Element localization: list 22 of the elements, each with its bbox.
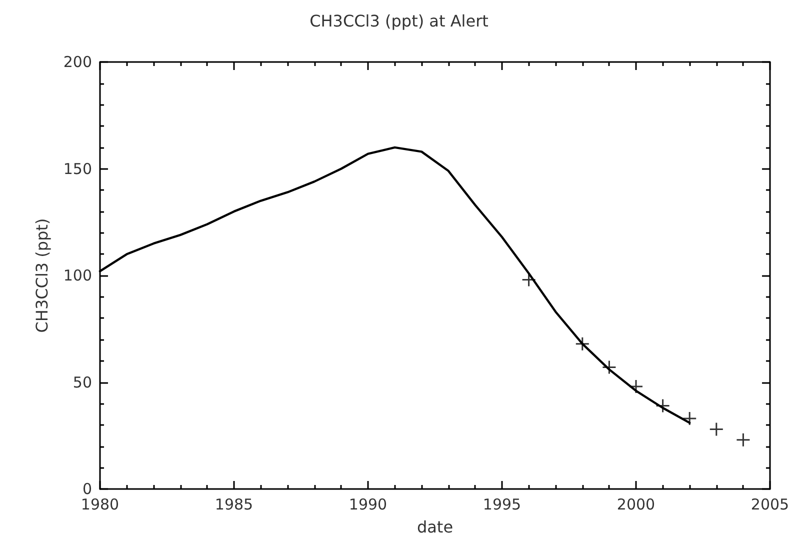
point [682, 411, 697, 426]
point [522, 272, 536, 288]
x-tick-label: 1985 [214, 496, 254, 514]
y-tick-label: 100 [63, 266, 92, 284]
point [602, 360, 616, 375]
point [628, 379, 644, 394]
x-tick-label: 1980 [80, 496, 120, 514]
x-axis-title: date [416, 518, 454, 536]
x-tick-label: 2005 [750, 496, 790, 514]
x-tick-label: 2000 [616, 496, 656, 514]
y-tick-label: 200 [63, 53, 92, 71]
point [736, 432, 750, 448]
point [656, 398, 670, 413]
y-tick-label: 0 [82, 480, 92, 498]
y-tick-label: 150 [63, 160, 92, 178]
y-tick-label: 50 [72, 373, 92, 392]
point [709, 422, 724, 436]
x-tick-label: 1990 [348, 496, 388, 514]
chart-title: CH3CCl3 (ppt) at Alert [310, 12, 488, 30]
x-tick-label: 1995 [482, 496, 522, 514]
point [575, 336, 590, 352]
y-axis-title: CH3CCl3 (ppt) [32, 218, 52, 333]
